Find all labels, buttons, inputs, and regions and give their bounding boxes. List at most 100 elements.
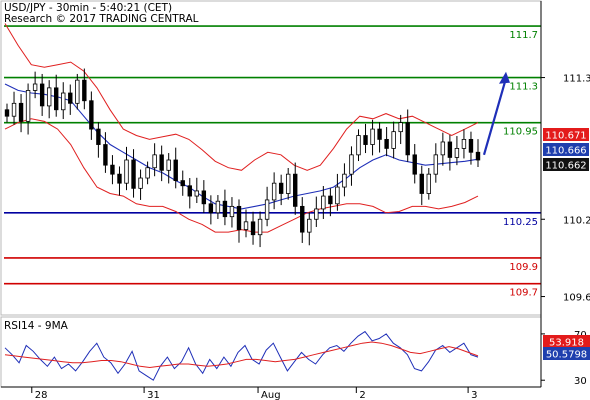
candle-body	[110, 164, 115, 175]
candle-body	[475, 151, 481, 161]
right-axis-label: 110.2	[563, 215, 590, 226]
candle-body	[243, 221, 249, 230]
candle-body	[229, 205, 235, 218]
forecast-arrow-line	[482, 81, 507, 156]
rsi-badge-label: 53.918	[549, 338, 584, 349]
level-label: 111.3	[509, 82, 538, 93]
candle	[180, 170, 185, 196]
candle-body	[257, 218, 263, 236]
indicator-line	[4, 118, 479, 233]
candle	[89, 91, 94, 140]
candle-body	[433, 154, 439, 175]
candle	[370, 119, 375, 156]
candle	[300, 197, 305, 243]
candle	[433, 143, 439, 183]
candle	[356, 129, 361, 162]
candle-body	[54, 87, 59, 111]
candle-body	[278, 182, 284, 194]
rsi-axis-label: 30	[574, 376, 587, 387]
candle-body	[32, 83, 38, 91]
candle-body	[187, 185, 192, 197]
candle	[173, 147, 178, 189]
candle-body	[300, 205, 305, 233]
level-label: 110.95	[503, 127, 538, 138]
candle	[384, 127, 389, 157]
candle	[159, 145, 164, 182]
candle-body	[11, 102, 17, 117]
candle-body	[264, 199, 270, 220]
candle	[117, 166, 122, 196]
candle-body	[342, 173, 347, 188]
candle-body	[159, 154, 164, 171]
candle	[61, 82, 66, 120]
candle	[96, 122, 101, 158]
indicator-line	[4, 83, 479, 210]
candle-body	[117, 173, 122, 184]
indicator-line	[4, 23, 479, 171]
candle	[124, 146, 129, 191]
rsi-line	[4, 330, 479, 381]
candle-body	[461, 138, 467, 149]
candle	[46, 80, 52, 119]
candle-body	[18, 102, 24, 122]
right-axis-label: 109.6	[563, 293, 590, 304]
candle-body	[215, 200, 221, 214]
candle	[377, 122, 382, 153]
price-badge-bg	[543, 128, 589, 141]
candle-body	[46, 87, 52, 107]
candle-body	[39, 83, 45, 107]
candle	[82, 68, 87, 110]
candle	[68, 84, 73, 115]
candle-body	[314, 208, 319, 220]
candle-body	[440, 141, 446, 156]
candle-body	[194, 190, 200, 197]
rsi-panel-title: RSI14 - 9MA	[4, 320, 68, 332]
candle	[236, 199, 242, 243]
price-badge-label: 110.671	[545, 131, 586, 142]
candle-body	[145, 167, 150, 179]
candle-body	[285, 173, 291, 194]
candle-body	[349, 154, 354, 175]
candle-body	[307, 218, 312, 233]
candle-body	[412, 154, 417, 175]
candle	[475, 139, 481, 167]
rsi-panel-frame	[0, 316, 542, 388]
candle-body	[426, 173, 431, 194]
candle	[335, 173, 340, 211]
candle	[314, 196, 319, 227]
candle-body	[293, 173, 298, 207]
candle-body	[405, 122, 410, 156]
candle	[208, 195, 214, 225]
rsi-badge: 50.5798	[543, 347, 590, 361]
rsi-badge: 53.918	[543, 335, 590, 349]
main-panel-frame	[0, 0, 542, 316]
candle	[187, 178, 192, 209]
candle-body	[201, 190, 207, 205]
time-axis-label: 2	[359, 390, 365, 400]
candle	[145, 161, 150, 185]
price-badge-label: 110.662	[545, 161, 586, 172]
level-label: 111.7	[509, 30, 538, 41]
candle	[229, 197, 235, 228]
candle	[194, 177, 200, 204]
level-label: 109.7	[509, 288, 538, 299]
price-badge-bg	[543, 143, 589, 156]
candle	[32, 71, 38, 99]
price-badge: 110.662	[543, 158, 589, 172]
candle-body	[271, 182, 277, 201]
candle-body	[419, 173, 424, 194]
candle-body	[236, 205, 242, 230]
candle	[271, 172, 277, 210]
candle	[419, 165, 424, 206]
candle	[201, 180, 207, 214]
level-label: 109.9	[509, 262, 538, 273]
candle-body	[131, 159, 136, 189]
level-label: 110.25	[503, 217, 538, 228]
candle-body	[89, 100, 94, 130]
time-axis-label: 28	[35, 390, 48, 400]
candle-body	[124, 159, 129, 184]
price-badge-bg	[543, 158, 589, 171]
candle	[264, 186, 270, 227]
time-axis-label: Aug	[261, 390, 281, 400]
